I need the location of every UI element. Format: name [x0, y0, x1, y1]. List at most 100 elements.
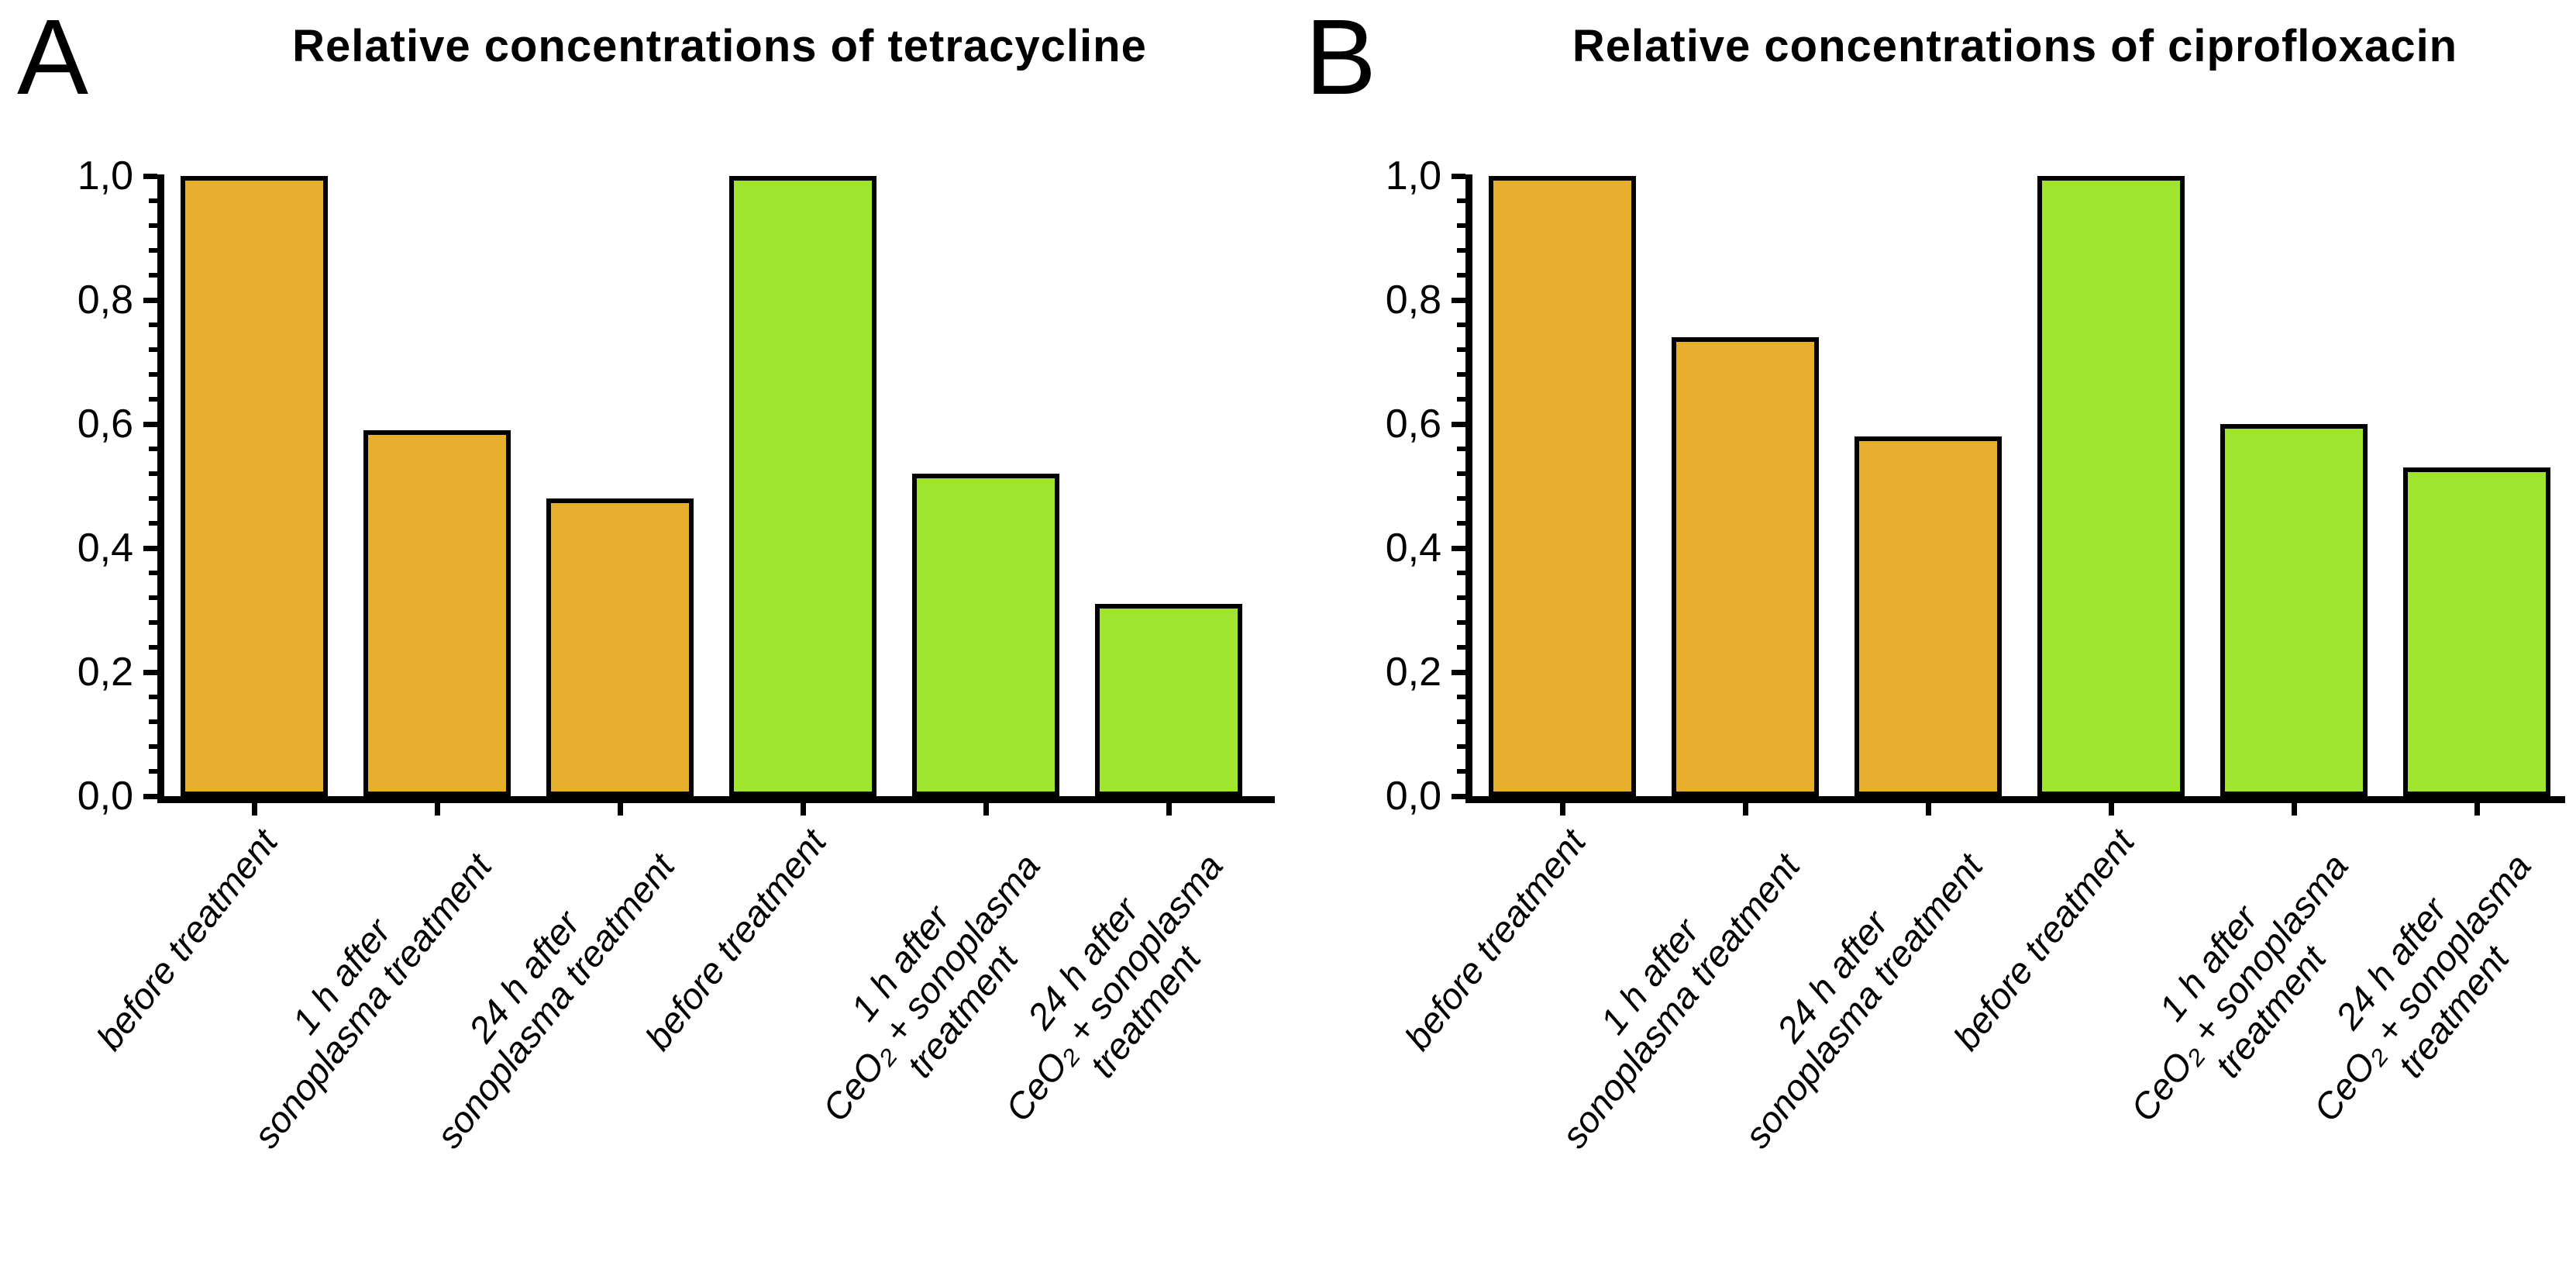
y-major-tick — [1452, 173, 1465, 179]
x-major-tick — [1559, 803, 1565, 816]
panel-letter-b: B — [1305, 0, 1377, 117]
y-minor-tick — [149, 521, 157, 526]
y-minor-tick — [1457, 595, 1465, 600]
y-minor-tick — [149, 322, 157, 327]
y-major-tick — [143, 421, 157, 427]
bar-a-1 — [181, 176, 328, 796]
chart-title-b: Relative concentrations of ciprofloxacin — [1572, 21, 2458, 71]
x-major-tick — [251, 803, 257, 816]
y-minor-tick — [1457, 645, 1465, 650]
y-major-tick — [1452, 297, 1465, 303]
x-axis-label: before treatment — [88, 821, 286, 1058]
x-major-tick — [2474, 803, 2480, 816]
x-major-tick — [434, 803, 440, 816]
plot-area-b: 0,0 0,2 0,4 0,6 0,8 1,0 before treatment 1 h af… — [1386, 153, 2565, 1155]
x-major-tick — [2108, 803, 2114, 816]
y-tick-label: 0,2 — [77, 650, 133, 695]
plot-area-a: 0,0 0,2 0,4 0,6 0,8 1,0 before treatment 1 h af… — [77, 153, 1275, 1155]
y-minor-tick — [1457, 719, 1465, 724]
y-minor-tick — [149, 571, 157, 575]
y-minor-tick — [1457, 322, 1465, 327]
y-tick-label: 0,2 — [1385, 650, 1441, 695]
x-major-tick — [2291, 803, 2297, 816]
bar-a-2 — [363, 430, 511, 796]
y-major-tick — [1452, 793, 1465, 799]
y-axis-line — [157, 174, 164, 803]
y-tick-label: 0,6 — [77, 402, 133, 447]
bar-a-5 — [912, 474, 1059, 796]
bar-b-5 — [2220, 424, 2368, 796]
y-tick-label: 0,8 — [1385, 278, 1441, 322]
panel-b: B Relative concentrations of ciprofloxac… — [1288, 0, 2576, 1283]
bar-b-4 — [2037, 176, 2185, 796]
y-minor-tick — [1457, 198, 1465, 203]
chart-title-a: Relative concentrations of tetracycline — [292, 21, 1147, 71]
y-tick-label: 1,0 — [1385, 153, 1441, 198]
y-tick-label: 0,6 — [1385, 402, 1441, 447]
y-minor-tick — [1457, 471, 1465, 476]
y-minor-tick — [149, 645, 157, 650]
x-major-tick — [983, 803, 989, 816]
bar-b-2 — [1672, 337, 1819, 796]
y-minor-tick — [1457, 496, 1465, 501]
y-minor-tick — [149, 471, 157, 476]
x-major-tick — [1166, 803, 1172, 816]
y-minor-tick — [1457, 521, 1465, 526]
x-major-tick — [800, 803, 806, 816]
y-major-tick — [143, 545, 157, 551]
bar-b-6 — [2403, 467, 2550, 796]
y-minor-tick — [1457, 769, 1465, 774]
x-major-tick — [1925, 803, 1931, 816]
y-minor-tick — [149, 695, 157, 699]
bar-a-3 — [546, 498, 694, 796]
x-axis-label: before treatment — [1396, 821, 1594, 1058]
y-major-tick — [143, 297, 157, 303]
y-tick-label: 0,0 — [1385, 774, 1441, 819]
y-minor-tick — [1457, 372, 1465, 377]
y-minor-tick — [1457, 695, 1465, 699]
y-minor-tick — [149, 248, 157, 253]
y-minor-tick — [1457, 273, 1465, 278]
panel-letter-a: A — [17, 0, 89, 117]
y-minor-tick — [149, 719, 157, 724]
panel-a: A Relative concentrations of tetracyclin… — [17, 0, 1275, 1155]
x-axis-line — [1465, 796, 2565, 803]
bar-b-3 — [1855, 436, 2002, 796]
y-minor-tick — [1457, 744, 1465, 749]
y-minor-tick — [1457, 397, 1465, 402]
y-tick-label: 0,8 — [77, 278, 133, 322]
y-minor-tick — [149, 496, 157, 501]
y-major-tick — [1452, 545, 1465, 551]
y-minor-tick — [1457, 447, 1465, 451]
bar-a-4 — [729, 176, 876, 796]
x-axis-label: before treatment — [1945, 821, 2143, 1058]
x-major-tick — [1742, 803, 1748, 816]
y-minor-tick — [149, 372, 157, 377]
y-tick-label: 0,0 — [77, 774, 133, 819]
y-tick-label: 0,4 — [77, 526, 133, 571]
y-minor-tick — [149, 223, 157, 228]
y-minor-tick — [149, 744, 157, 749]
y-minor-tick — [1457, 571, 1465, 575]
y-minor-tick — [149, 595, 157, 600]
y-minor-tick — [1457, 347, 1465, 352]
y-minor-tick — [149, 273, 157, 278]
bar-b-1 — [1489, 176, 1636, 796]
bar-a-6 — [1095, 604, 1242, 796]
y-major-tick — [143, 669, 157, 675]
x-major-tick — [617, 803, 623, 816]
y-minor-tick — [1457, 248, 1465, 253]
y-major-tick — [1452, 421, 1465, 427]
y-minor-tick — [149, 447, 157, 451]
y-tick-label: 1,0 — [77, 153, 133, 198]
y-major-tick — [143, 173, 157, 179]
x-axis-line — [157, 796, 1275, 803]
y-major-tick — [1452, 669, 1465, 675]
y-minor-tick — [149, 347, 157, 352]
x-axis-label: before treatment — [637, 821, 835, 1058]
y-major-tick — [143, 793, 157, 799]
y-minor-tick — [1457, 620, 1465, 625]
y-axis-line — [1465, 174, 1472, 803]
y-minor-tick — [1457, 223, 1465, 228]
